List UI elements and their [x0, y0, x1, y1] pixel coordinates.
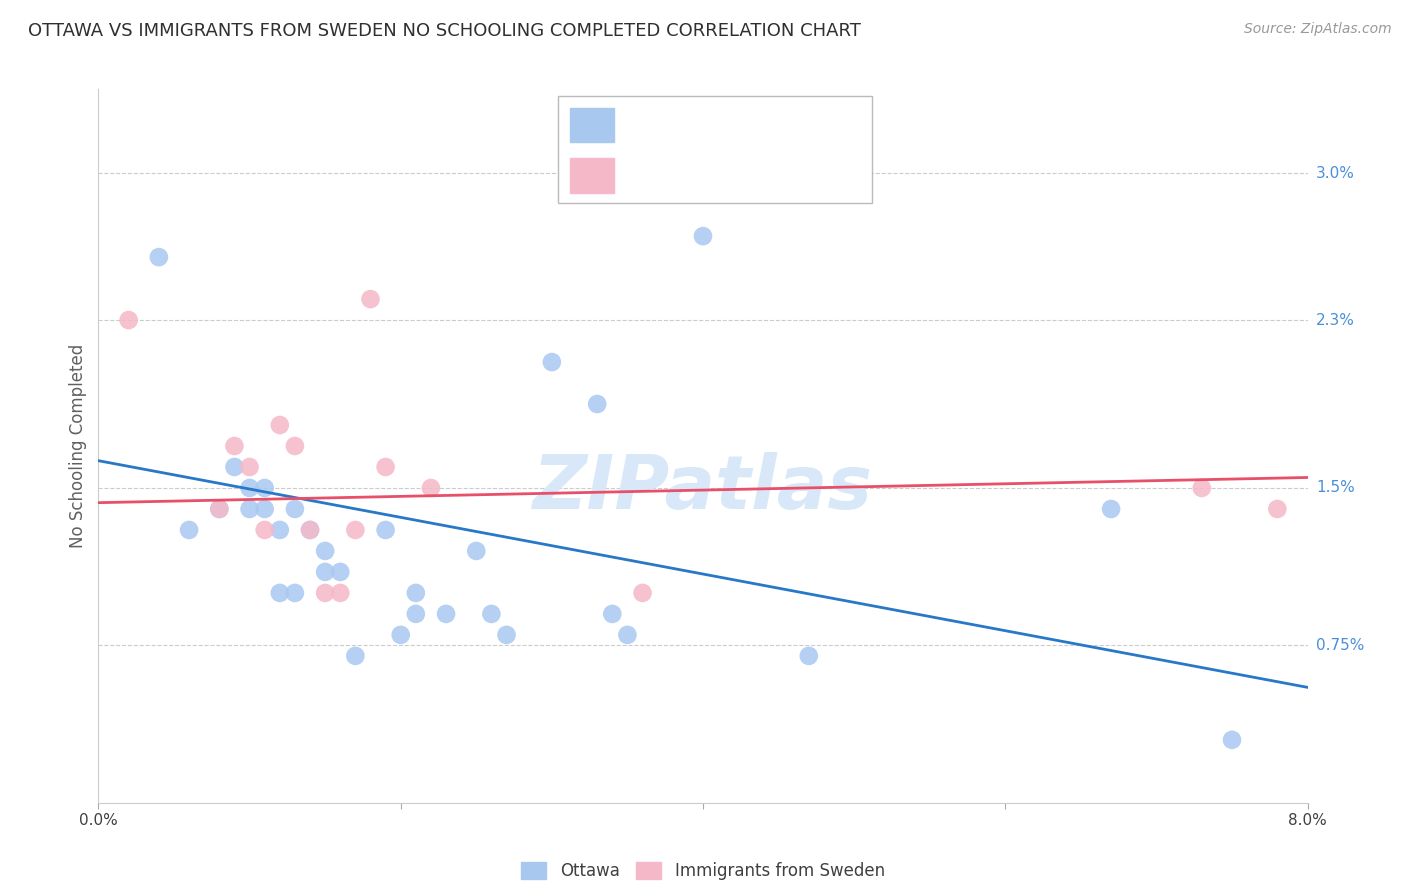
Legend: Ottawa, Immigrants from Sweden: Ottawa, Immigrants from Sweden	[522, 862, 884, 880]
Point	[405, 607, 427, 621]
Text: 1.5%: 1.5%	[1316, 481, 1354, 495]
Point	[208, 502, 231, 516]
Point	[434, 607, 457, 621]
Point	[299, 523, 322, 537]
Point	[179, 523, 201, 537]
Text: OTTAWA VS IMMIGRANTS FROM SWEDEN NO SCHOOLING COMPLETED CORRELATION CHART: OTTAWA VS IMMIGRANTS FROM SWEDEN NO SCHO…	[28, 22, 860, 40]
Point	[314, 586, 336, 600]
Point	[118, 313, 141, 327]
Point	[269, 586, 291, 600]
Point	[374, 523, 396, 537]
Point	[314, 565, 336, 579]
Point	[389, 628, 412, 642]
Point	[148, 250, 170, 264]
Text: Source: ZipAtlas.com: Source: ZipAtlas.com	[1244, 22, 1392, 37]
Point	[586, 397, 609, 411]
Point	[253, 523, 276, 537]
Point	[1191, 481, 1213, 495]
Point	[1265, 502, 1288, 516]
Point	[465, 544, 488, 558]
Point	[224, 439, 246, 453]
Point	[495, 628, 517, 642]
Point	[269, 417, 291, 432]
Point	[253, 502, 276, 516]
Point	[284, 502, 307, 516]
Point	[616, 628, 638, 642]
Point	[631, 586, 654, 600]
Point	[602, 607, 624, 621]
Point	[208, 502, 231, 516]
Point	[299, 523, 322, 537]
Point	[239, 460, 262, 475]
Text: 3.0%: 3.0%	[1316, 166, 1355, 181]
Point	[419, 481, 441, 495]
Point	[239, 502, 262, 516]
Point	[314, 544, 336, 558]
Y-axis label: No Schooling Completed: No Schooling Completed	[69, 344, 87, 548]
Point	[329, 586, 352, 600]
Point	[253, 481, 276, 495]
Point	[374, 460, 396, 475]
Point	[269, 523, 291, 537]
Text: 2.3%: 2.3%	[1316, 312, 1355, 327]
Point	[692, 229, 714, 244]
Point	[405, 586, 427, 600]
Point	[329, 565, 352, 579]
Point	[1220, 732, 1243, 747]
Point	[284, 586, 307, 600]
Point	[479, 607, 503, 621]
Point	[284, 439, 307, 453]
Point	[224, 460, 246, 475]
Point	[344, 648, 367, 663]
Point	[344, 523, 367, 537]
Point	[540, 355, 562, 369]
Point	[1099, 502, 1122, 516]
Point	[359, 292, 381, 306]
Text: 0.75%: 0.75%	[1316, 638, 1364, 653]
Point	[239, 481, 262, 495]
Point	[797, 648, 820, 663]
Text: ZIPatlas: ZIPatlas	[533, 452, 873, 525]
